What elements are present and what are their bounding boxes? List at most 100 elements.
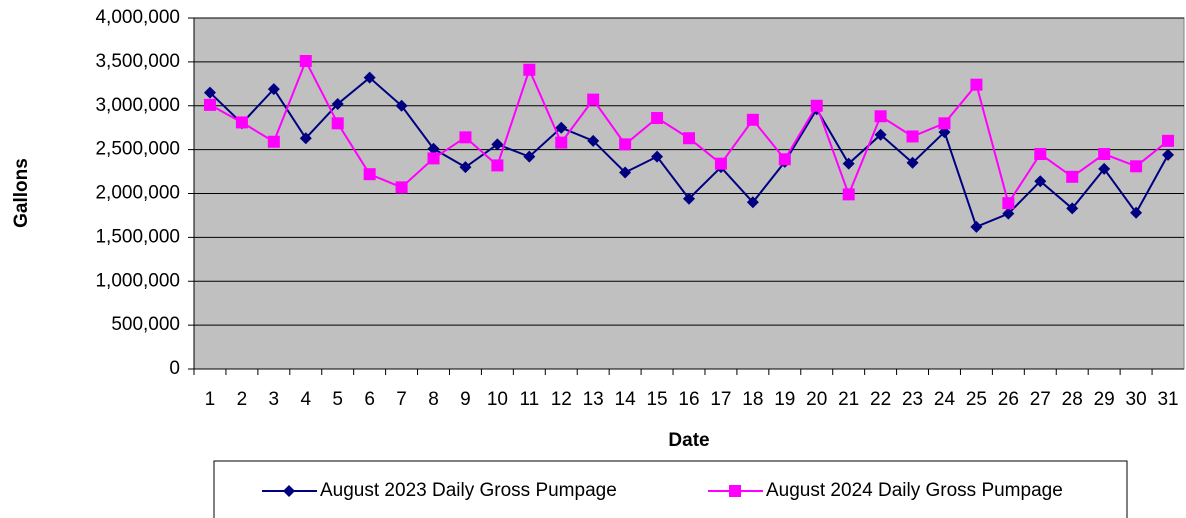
- y-tick-label: 500,000: [111, 314, 180, 335]
- x-tick-label: 26: [998, 389, 1019, 410]
- legend-label: August 2024 Daily Gross Pumpage: [766, 480, 1063, 501]
- data-point: [523, 63, 536, 76]
- data-point: [714, 157, 727, 170]
- data-point: [906, 156, 919, 169]
- data-point: [427, 152, 440, 165]
- data-point: [778, 153, 791, 166]
- x-tick-label: 24: [934, 389, 956, 410]
- x-tick-label: 4: [300, 389, 311, 410]
- data-point: [331, 97, 344, 110]
- data-point: [1066, 170, 1079, 183]
- data-point: [906, 130, 919, 143]
- data-point: [267, 135, 280, 148]
- data-point: [331, 117, 344, 130]
- data-point: [203, 86, 216, 99]
- x-tick-label: 31: [1157, 389, 1178, 410]
- data-point: [363, 71, 376, 84]
- legend-marker: [729, 485, 741, 497]
- data-point: [491, 159, 504, 172]
- x-tick-label: 20: [806, 389, 827, 410]
- data-point: [555, 121, 568, 134]
- data-point: [619, 166, 632, 179]
- x-tick-label: 22: [870, 389, 891, 410]
- data-point: [491, 138, 504, 151]
- x-tick-label: 28: [1062, 389, 1083, 410]
- x-tick-label: 6: [364, 389, 375, 410]
- data-point: [970, 220, 983, 233]
- data-point: [619, 138, 632, 151]
- y-tick-label: 2,500,000: [95, 139, 180, 160]
- data-point: [1002, 207, 1015, 220]
- x-tick-label: 18: [742, 389, 763, 410]
- data-point: [1098, 162, 1111, 175]
- data-point: [363, 168, 376, 181]
- x-tick-label: 7: [396, 389, 407, 410]
- y-tick-label: 4,000,000: [95, 7, 180, 28]
- y-tick-label: 1,000,000: [95, 270, 180, 291]
- y-tick-label: 1,500,000: [95, 226, 180, 247]
- data-point: [235, 116, 248, 129]
- x-tick-label: 10: [487, 389, 508, 410]
- x-tick-label: 15: [646, 389, 667, 410]
- x-tick-label: 12: [551, 389, 572, 410]
- data-point: [395, 181, 408, 194]
- x-tick-label: 17: [710, 389, 731, 410]
- x-tick-label: 9: [460, 389, 471, 410]
- data-point: [555, 136, 568, 149]
- data-point: [683, 192, 695, 205]
- x-tick-label: 25: [966, 389, 987, 410]
- data-point: [874, 128, 887, 141]
- data-point: [1162, 148, 1175, 161]
- legend-marker: [283, 485, 295, 497]
- y-tick-label: 0: [169, 358, 180, 379]
- x-tick-label: 23: [902, 389, 923, 410]
- data-point: [587, 134, 600, 147]
- data-point: [1162, 134, 1175, 147]
- legend-label: August 2023 Daily Gross Pumpage: [320, 480, 617, 501]
- data-point: [1002, 197, 1015, 210]
- data-point: [970, 78, 983, 91]
- data-point: [299, 132, 312, 145]
- x-tick-label: 21: [838, 389, 859, 410]
- data-point: [683, 132, 695, 145]
- x-tick-label: 5: [332, 389, 343, 410]
- x-tick-label: 19: [774, 389, 795, 410]
- data-point: [842, 157, 855, 170]
- legend: August 2023 Daily Gross Pumpage August 20…: [213, 460, 1128, 518]
- x-tick-label: 29: [1094, 389, 1115, 410]
- data-point: [746, 196, 759, 209]
- data-point: [1130, 160, 1143, 173]
- data-point: [587, 93, 600, 106]
- legend-box: [213, 460, 1128, 518]
- data-point: [1066, 202, 1079, 215]
- x-tick-label: 30: [1126, 389, 1147, 410]
- data-point: [651, 112, 664, 125]
- x-tick-label: 2: [237, 389, 248, 410]
- data-point: [651, 150, 664, 163]
- y-tick-label: 3,000,000: [95, 95, 180, 116]
- x-tick-label: 3: [269, 389, 280, 410]
- data-point: [1098, 148, 1111, 161]
- data-point: [427, 142, 440, 155]
- y-axis-label: Gallons: [11, 158, 32, 228]
- data-point: [938, 117, 951, 130]
- data-point: [746, 113, 759, 126]
- data-point: [1130, 206, 1143, 219]
- data-point: [523, 150, 536, 163]
- x-tick-label: 8: [428, 389, 439, 410]
- x-tick-label: 16: [678, 389, 699, 410]
- x-tick-label: 11: [519, 389, 539, 410]
- x-tick-label: 27: [1030, 389, 1051, 410]
- data-point: [842, 188, 855, 201]
- x-tick-label: 1: [205, 389, 216, 410]
- data-point: [299, 54, 312, 67]
- x-axis-label: Date: [668, 430, 709, 451]
- data-point: [1034, 175, 1047, 188]
- x-tick-label: 13: [583, 389, 604, 410]
- data-point: [395, 99, 408, 112]
- data-point: [459, 131, 472, 144]
- data-point: [874, 110, 887, 123]
- data-point: [267, 83, 280, 96]
- data-point: [810, 99, 823, 112]
- x-tick-label: 14: [615, 389, 637, 410]
